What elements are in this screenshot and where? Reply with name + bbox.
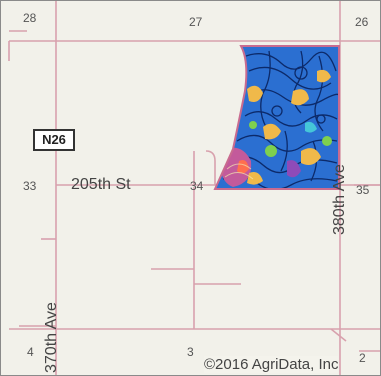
- section-number-28: 28: [23, 11, 37, 25]
- road-label-370th-ave: 370th Ave: [43, 302, 60, 373]
- section-number-33: 33: [23, 179, 37, 193]
- highway-shield-n26: N26: [33, 129, 75, 151]
- road-label-380th-ave: 380th Ave: [331, 164, 348, 235]
- tick-line: [330, 328, 347, 342]
- soil-map-field[interactable]: [211, 41, 346, 193]
- copyright-text: ©2016 AgriData, Inc: [204, 356, 339, 373]
- interior-road: [205, 150, 216, 185]
- section-number-27: 27: [189, 15, 203, 29]
- section-number-4: 4: [27, 345, 34, 359]
- section-number-26: 26: [355, 15, 369, 29]
- soil-contours-light: [224, 163, 254, 180]
- field-boundary: [213, 45, 340, 190]
- section-number-3: 3: [187, 345, 194, 359]
- section-number-34: 34: [190, 179, 204, 193]
- section-number-35: 35: [356, 183, 370, 197]
- section-number-2: 2: [359, 351, 366, 365]
- road-label-205th-st: 205th St: [71, 176, 131, 193]
